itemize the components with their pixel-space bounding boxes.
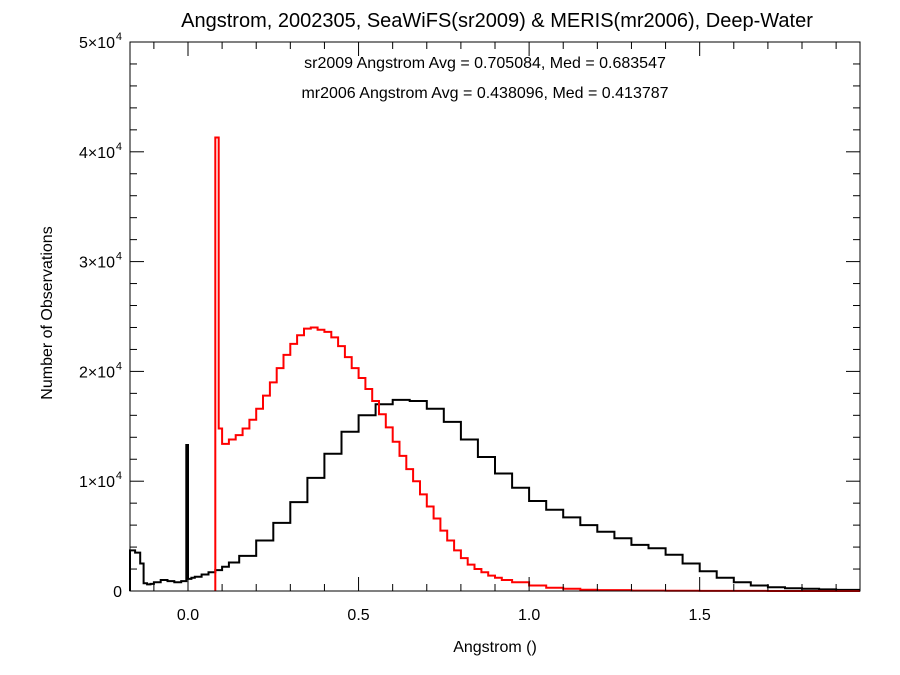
y-tick-label: 4×10 [79,145,115,162]
y-tick-label: 3×10 [79,255,115,272]
y-tick-exponent: 4 [116,360,122,372]
x-tick-label: 1.5 [689,607,711,624]
axes-layer: 0.0 0.5 1.0 1.501×10 42×10 43×10 44×10 45×10 4 [79,31,861,624]
y-axis-label: Number of Observations [39,226,56,399]
y-tick-exponent: 4 [116,470,122,482]
y-tick-label: 5×10 [79,35,115,52]
y-tick-label: 0 [113,584,122,601]
series-line-0 [129,398,860,591]
x-tick-label: 0.0 [177,607,199,624]
annotation-mr2006-stats: mr2006 Angstrom Avg = 0.438096, Med = 0.… [301,85,668,102]
y-tick-exponent: 4 [116,251,122,263]
x-tick-label: 0.5 [347,607,369,624]
chart-title: Angstrom, 2002305, SeaWiFS(sr2009) & MER… [181,10,813,32]
x-tick-label: 1.0 [518,607,540,624]
y-tick-label: 2×10 [79,364,115,381]
x-axis-label: Angstrom () [453,639,537,656]
y-tick-exponent: 4 [116,141,122,153]
y-tick-label: 1×10 [79,474,115,491]
annotation-sr2009-stats: sr2009 Angstrom Avg = 0.705084, Med = 0.… [304,55,666,72]
y-tick-exponent: 4 [116,31,122,43]
